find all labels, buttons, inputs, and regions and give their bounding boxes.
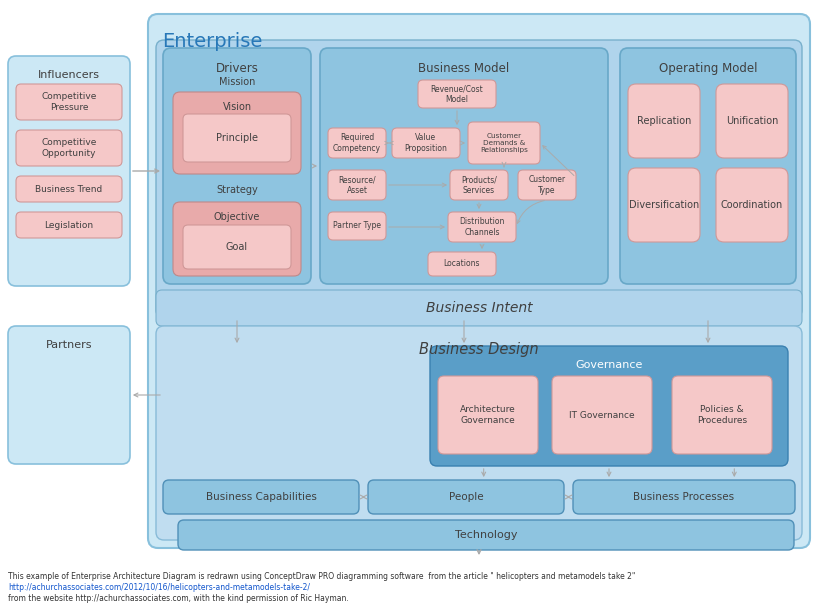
FancyBboxPatch shape xyxy=(16,84,122,120)
FancyBboxPatch shape xyxy=(328,212,386,240)
Text: Governance: Governance xyxy=(575,360,642,370)
Text: Customer
Type: Customer Type xyxy=(527,176,565,195)
Text: Principle: Principle xyxy=(215,133,258,143)
Text: Revenue/Cost
Model: Revenue/Cost Model xyxy=(430,84,482,103)
Text: Objective: Objective xyxy=(214,212,260,222)
FancyBboxPatch shape xyxy=(173,202,301,276)
Text: Technology: Technology xyxy=(455,530,517,540)
FancyBboxPatch shape xyxy=(518,170,575,200)
Text: Required
Competency: Required Competency xyxy=(333,133,381,153)
FancyBboxPatch shape xyxy=(418,80,495,108)
FancyBboxPatch shape xyxy=(437,376,537,454)
FancyBboxPatch shape xyxy=(16,176,122,202)
FancyBboxPatch shape xyxy=(672,376,771,454)
Text: Competitive
Opportunity: Competitive Opportunity xyxy=(41,139,97,158)
Text: People: People xyxy=(448,492,482,502)
FancyBboxPatch shape xyxy=(572,480,794,514)
FancyBboxPatch shape xyxy=(627,84,699,158)
FancyBboxPatch shape xyxy=(450,170,508,200)
Text: Products/
Services: Products/ Services xyxy=(460,176,496,195)
FancyBboxPatch shape xyxy=(428,252,495,276)
Text: Coordination: Coordination xyxy=(720,200,782,210)
FancyBboxPatch shape xyxy=(627,168,699,242)
Text: Customer
Demands &
Relationships: Customer Demands & Relationships xyxy=(479,133,527,153)
FancyBboxPatch shape xyxy=(368,480,563,514)
FancyBboxPatch shape xyxy=(447,212,515,242)
Text: Unification: Unification xyxy=(725,116,777,126)
FancyBboxPatch shape xyxy=(178,520,793,550)
Text: Partner Type: Partner Type xyxy=(333,222,381,230)
FancyBboxPatch shape xyxy=(163,480,359,514)
Text: Operating Model: Operating Model xyxy=(658,62,756,75)
Text: Value
Proposition: Value Proposition xyxy=(404,133,447,153)
Text: Resource/
Asset: Resource/ Asset xyxy=(337,176,375,195)
Text: Goal: Goal xyxy=(226,242,248,252)
FancyBboxPatch shape xyxy=(147,14,809,548)
FancyBboxPatch shape xyxy=(156,290,801,326)
FancyBboxPatch shape xyxy=(468,122,540,164)
Text: from the website http://achurchassociates.com, with the kind permission of Ric H: from the website http://achurchassociate… xyxy=(8,594,348,603)
Text: Influencers: Influencers xyxy=(38,70,100,80)
Text: Locations: Locations xyxy=(443,259,480,269)
FancyBboxPatch shape xyxy=(328,128,386,158)
FancyBboxPatch shape xyxy=(619,48,795,284)
Text: Diversification: Diversification xyxy=(628,200,699,210)
FancyBboxPatch shape xyxy=(328,170,386,200)
Text: Vision: Vision xyxy=(222,102,251,112)
Text: Business Model: Business Model xyxy=(418,62,509,75)
FancyBboxPatch shape xyxy=(429,346,787,466)
Text: Business Design: Business Design xyxy=(419,342,538,357)
Text: IT Governance: IT Governance xyxy=(568,410,634,419)
FancyBboxPatch shape xyxy=(8,326,130,464)
FancyBboxPatch shape xyxy=(163,48,310,284)
FancyBboxPatch shape xyxy=(8,56,130,286)
Text: Business Processes: Business Processes xyxy=(632,492,734,502)
Text: Business Trend: Business Trend xyxy=(35,185,102,193)
FancyBboxPatch shape xyxy=(16,212,122,238)
FancyBboxPatch shape xyxy=(183,114,291,162)
Text: Distribution
Channels: Distribution Channels xyxy=(459,217,504,237)
Text: This example of Enterprise Architecture Diagram is redrawn using ConceptDraw PRO: This example of Enterprise Architecture … xyxy=(8,572,635,581)
FancyBboxPatch shape xyxy=(173,92,301,174)
Text: Enterprise: Enterprise xyxy=(162,32,262,51)
Text: Partners: Partners xyxy=(46,340,92,350)
FancyBboxPatch shape xyxy=(715,168,787,242)
FancyBboxPatch shape xyxy=(391,128,459,158)
Text: Policies &
Procedures: Policies & Procedures xyxy=(696,405,746,424)
FancyBboxPatch shape xyxy=(16,130,122,166)
FancyBboxPatch shape xyxy=(183,225,291,269)
Text: Business Capabilities: Business Capabilities xyxy=(206,492,316,502)
FancyBboxPatch shape xyxy=(715,84,787,158)
Text: Business Intent: Business Intent xyxy=(425,301,532,315)
Text: Drivers: Drivers xyxy=(215,62,258,75)
FancyBboxPatch shape xyxy=(319,48,607,284)
Text: Competitive
Pressure: Competitive Pressure xyxy=(41,92,97,111)
Text: Strategy: Strategy xyxy=(216,185,257,195)
FancyBboxPatch shape xyxy=(156,326,801,540)
FancyBboxPatch shape xyxy=(551,376,651,454)
Text: http://achurchassociates.com/2012/10/16/helicopters-and-metamodels-take-2/: http://achurchassociates.com/2012/10/16/… xyxy=(8,583,310,592)
Text: Legislation: Legislation xyxy=(44,221,93,230)
Text: Architecture
Governance: Architecture Governance xyxy=(459,405,515,424)
Text: Replication: Replication xyxy=(636,116,690,126)
Text: Mission: Mission xyxy=(219,77,255,87)
FancyBboxPatch shape xyxy=(156,40,801,318)
